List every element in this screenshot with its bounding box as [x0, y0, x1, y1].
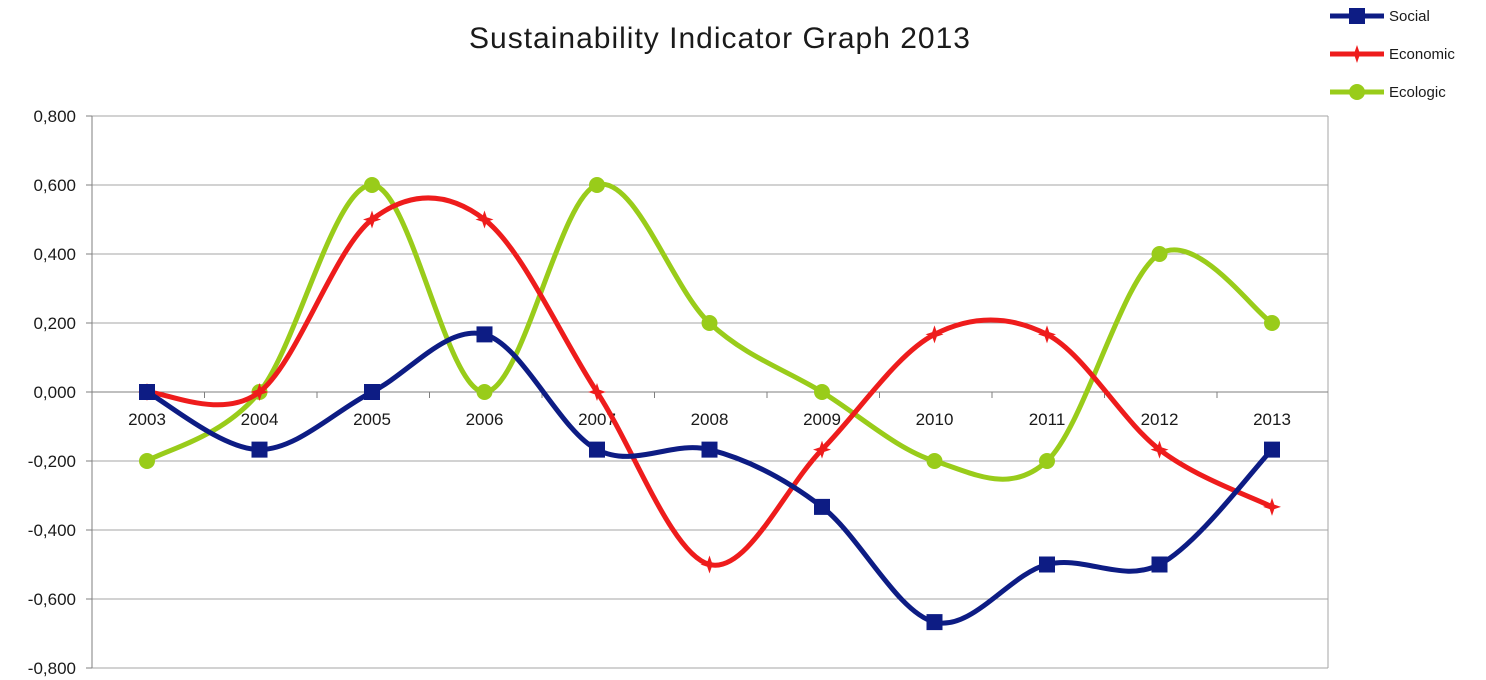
y-tick-label: -0,800 — [28, 659, 76, 678]
x-tick-label: 2013 — [1253, 410, 1291, 429]
x-tick-label: 2006 — [466, 410, 504, 429]
chart-title: Sustainability Indicator Graph 2013 — [469, 22, 971, 55]
data-point-social — [364, 384, 380, 400]
data-point-ecologic — [476, 384, 493, 400]
y-tick-label: 0,800 — [33, 107, 76, 126]
data-point-ecologic — [926, 453, 943, 469]
data-point-economic — [813, 440, 831, 459]
y-tick-label: -0,400 — [28, 521, 76, 540]
data-point-economic — [250, 383, 269, 401]
data-point-social — [701, 441, 718, 458]
legend: Social Economic Ecologic — [1330, 8, 1455, 101]
legend-item-economic: Economic — [1330, 45, 1455, 63]
y-tick-label: -0,200 — [28, 452, 76, 471]
x-tick-label: 2008 — [691, 410, 729, 429]
legend-item-ecologic: Ecologic — [1330, 84, 1446, 101]
x-tick-label: 2011 — [1029, 410, 1066, 429]
data-point-social — [589, 441, 605, 458]
data-point-social — [1039, 556, 1055, 573]
legend-label-social: Social — [1389, 8, 1430, 25]
data-point-ecologic — [364, 177, 380, 193]
data-point-economic — [475, 210, 494, 229]
data-point-ecologic — [701, 315, 718, 331]
series-group — [138, 177, 1281, 631]
x-axis-ticks: 2003 2004 2005 2006 2007 2008 2009 2010 2011 2012… — [128, 392, 1291, 429]
data-point-social — [139, 384, 155, 400]
y-tick-label: 0,000 — [33, 383, 76, 402]
data-point-economic — [588, 383, 606, 401]
legend-marker-social — [1349, 8, 1365, 24]
legend-label-ecologic: Ecologic — [1389, 84, 1446, 101]
series-line-social — [144, 330, 1275, 626]
data-point-economic — [700, 555, 719, 574]
legend-marker-economic — [1348, 45, 1366, 63]
data-point-social — [251, 441, 268, 458]
series-ecologic — [139, 177, 1280, 482]
y-axis-ticks: 0,800 0,600 0,400 0,200 0,000 -0,200 -0,400 -0,… — [28, 107, 92, 678]
data-point-ecologic — [814, 384, 830, 400]
x-tick-label: 2003 — [128, 410, 166, 429]
data-point-ecologic — [589, 177, 605, 193]
data-point-ecologic — [1264, 315, 1280, 331]
x-tick-label: 2005 — [353, 410, 391, 429]
data-point-social — [926, 614, 943, 631]
y-tick-label: 0,600 — [33, 176, 76, 195]
legend-label-economic: Economic — [1389, 46, 1455, 63]
series-line-ecologic — [144, 181, 1275, 482]
y-tick-label: -0,600 — [28, 590, 76, 609]
axes — [91, 116, 1329, 668]
data-point-economic — [1038, 325, 1056, 344]
data-point-social — [476, 326, 493, 343]
data-point-social — [814, 498, 830, 515]
data-point-economic — [1263, 497, 1281, 516]
data-point-economic — [1150, 440, 1169, 459]
series-line-economic — [144, 195, 1275, 568]
data-point-social — [1264, 441, 1280, 458]
data-point-ecologic — [1039, 453, 1055, 469]
x-tick-label: 2012 — [1141, 410, 1179, 429]
legend-marker-ecologic — [1349, 84, 1365, 100]
data-point-economic — [925, 325, 944, 344]
x-tick-label: 2009 — [803, 410, 841, 429]
data-point-ecologic — [1151, 246, 1168, 262]
data-point-social — [1151, 556, 1168, 573]
x-tick-label: 2010 — [916, 410, 954, 429]
y-tick-label: 0,200 — [33, 314, 76, 333]
series-social — [139, 326, 1280, 631]
data-point-economic — [363, 210, 381, 229]
x-tick-label: 2004 — [241, 410, 279, 429]
legend-item-social: Social — [1330, 8, 1430, 25]
x-tick-label: 2007 — [578, 410, 616, 429]
y-tick-label: 0,400 — [33, 245, 76, 264]
series-economic — [138, 195, 1281, 574]
data-point-ecologic — [139, 453, 155, 469]
